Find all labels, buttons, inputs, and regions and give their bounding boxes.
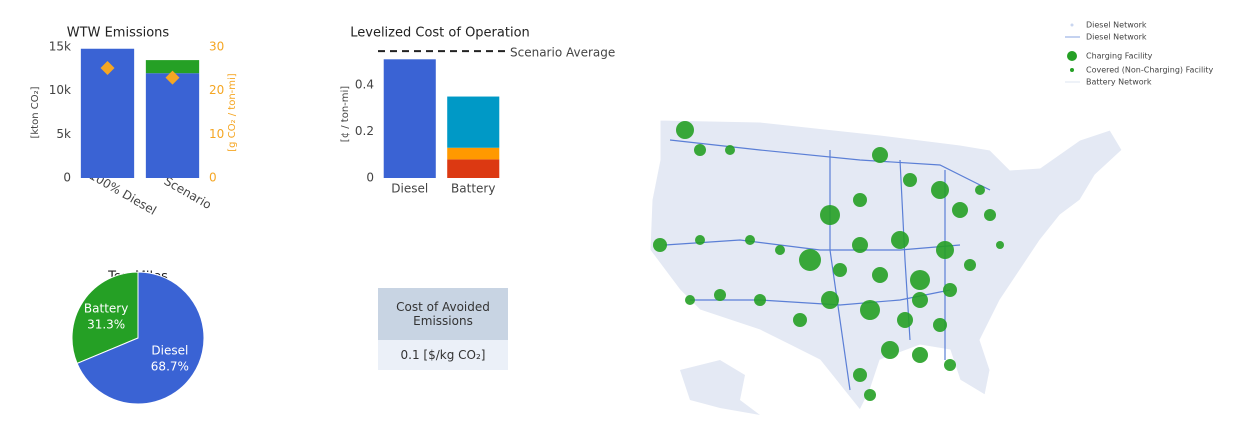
legend-marker (1067, 51, 1077, 61)
charging-facility (964, 259, 976, 271)
legend-marker (1070, 68, 1074, 72)
charging-facility (881, 341, 899, 359)
charging-facility (984, 209, 996, 221)
y2-tick-label: 10 (209, 127, 224, 141)
y2-axis-label: [g CO₂ / ton-mi] (227, 73, 238, 152)
legend-label: Charging Facility (1086, 52, 1153, 61)
table-cell: 0.1 [$/kg CO₂] (378, 340, 508, 370)
y-tick-label: 0.2 (355, 124, 374, 138)
bar-segment (447, 96, 500, 148)
charging-facility (933, 318, 947, 332)
x-tick-label: Battery (451, 182, 495, 196)
y-tick-label: 10k (49, 83, 71, 97)
legend-label: Covered (Non-Charging) Facility (1086, 66, 1214, 75)
cost-table: Cost of Avoided Emissions 0.1 [$/kg CO₂] (378, 288, 508, 370)
charging-facility (912, 292, 928, 308)
legend-label: Diesel Network (1086, 33, 1147, 42)
charging-facility (912, 347, 928, 363)
y-tick-label: 15k (49, 40, 71, 54)
charging-facility (685, 295, 695, 305)
charging-facility (864, 389, 876, 401)
diamond-marker (165, 70, 180, 85)
pie-slice (76, 271, 205, 405)
y-tick-label: 0.4 (355, 77, 374, 91)
legend-marker (1070, 23, 1074, 27)
charging-facility (910, 270, 930, 290)
charging-facility (653, 238, 667, 252)
bar-segment (447, 147, 500, 160)
charging-facility (952, 202, 968, 218)
charging-facility (775, 245, 785, 255)
charging-facility (725, 145, 735, 155)
bar-segment (145, 60, 200, 74)
charging-facility (820, 205, 840, 225)
chart-title: Levelized Cost of Operation (350, 26, 530, 41)
table-header: Cost of Avoided Emissions (378, 288, 508, 340)
charging-facility (694, 144, 706, 156)
bar-segment (145, 73, 200, 178)
legend-label: Diesel Network (1086, 21, 1147, 30)
y-axis-label: [¢ / ton-mi] (340, 86, 351, 142)
charging-facility (872, 147, 888, 163)
us-map (649, 119, 1123, 411)
legend-label: Battery Network (1086, 78, 1152, 87)
x-tick-label: Scenario (162, 174, 214, 212)
charging-facility (852, 237, 868, 253)
charging-facility (799, 249, 821, 271)
bar-segment (447, 159, 500, 178)
charging-facility (975, 185, 985, 195)
charging-facility (833, 263, 847, 277)
y2-tick-label: 20 (209, 83, 224, 97)
charging-facility (754, 294, 766, 306)
pie-label: Diesel (151, 344, 188, 358)
x-tick-label: Diesel (391, 182, 428, 196)
charging-facility (903, 173, 917, 187)
charging-facility (821, 291, 839, 309)
pie-value-label: 68.7% (151, 360, 189, 374)
y-tick-label: 5k (56, 127, 71, 141)
charging-facility (745, 235, 755, 245)
charging-facility (936, 241, 954, 259)
charging-facilities (653, 121, 1004, 401)
charging-facility (897, 312, 913, 328)
charging-facility (695, 235, 705, 245)
chart-title: WTW Emissions (67, 26, 170, 41)
charging-facility (931, 181, 949, 199)
charging-facility (714, 289, 726, 301)
y-tick-label: 0 (63, 171, 71, 185)
diamond-marker (100, 60, 115, 75)
y2-tick-label: 0 (209, 171, 217, 185)
charging-facility (860, 300, 880, 320)
charging-facility (853, 193, 867, 207)
charging-facility (872, 267, 888, 283)
y2-tick-label: 30 (209, 40, 224, 54)
charging-facility (996, 241, 1004, 249)
pie-slice (71, 271, 139, 365)
pie-label: Battery (84, 301, 128, 315)
bar-segment (383, 59, 436, 178)
y-axis-label: [kton CO₂] (30, 86, 41, 138)
average-label: Scenario Average (510, 46, 615, 60)
charging-facility (891, 231, 909, 249)
alaska (680, 360, 760, 415)
charging-facility (793, 313, 807, 327)
y-tick-label: 0 (366, 171, 374, 185)
charging-facility (943, 283, 957, 297)
charging-facility (853, 368, 867, 382)
pie-value-label: 31.3% (87, 317, 125, 331)
charging-facility (944, 359, 956, 371)
charging-facility (676, 121, 694, 139)
